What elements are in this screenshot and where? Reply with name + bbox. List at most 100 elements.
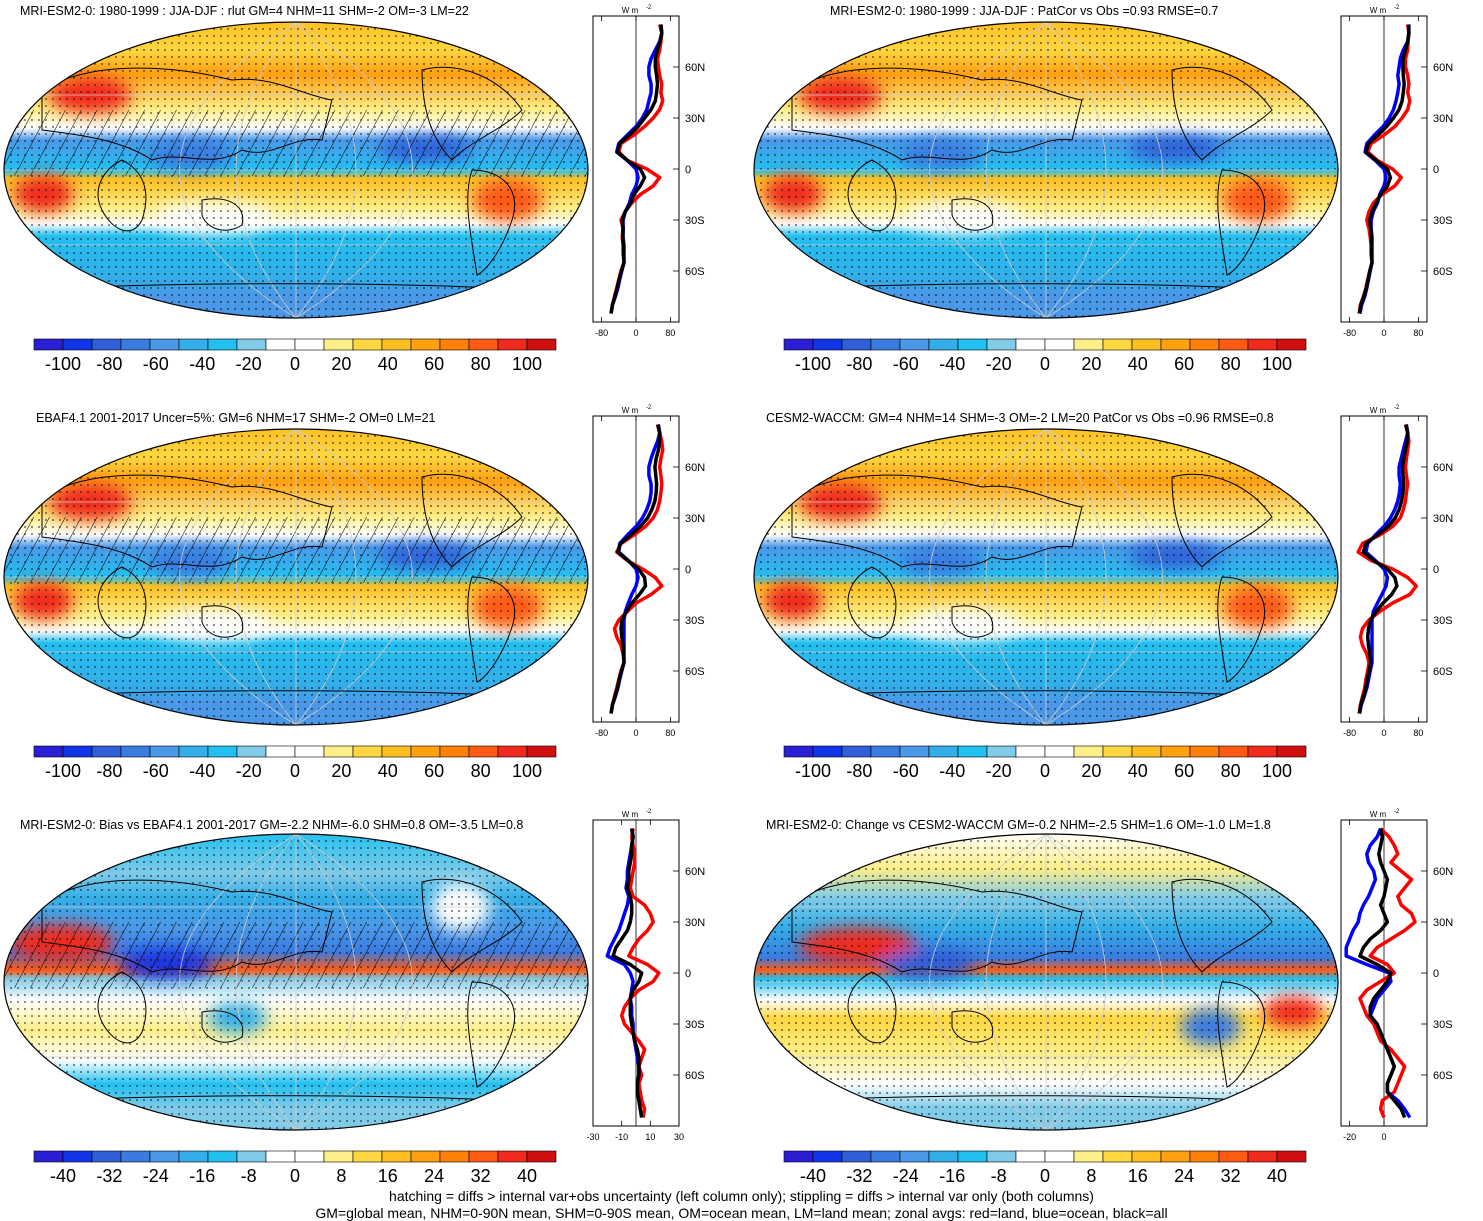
panel-2-zonal-plot: W m -2 60N 30N 0 30S 60S -80 0 80 <box>1340 5 1453 338</box>
zonal-units-superscript: -2 <box>646 5 652 11</box>
colorbar-swatch <box>381 338 412 351</box>
panel-6-title: MRI-ESM2-0: Change vs CESM2-WACCM GM=-0.… <box>766 818 1271 832</box>
zonal-xtick-label: -80 <box>1343 328 1356 338</box>
panel-3-map <box>3 428 589 726</box>
colorbar-label: 40 <box>1128 761 1148 781</box>
colorbar-swatch <box>178 338 209 351</box>
zonal-ytick-label: 0 <box>685 164 691 176</box>
colorbar-label: 40 <box>378 354 398 374</box>
colorbar-swatch <box>323 338 354 351</box>
colorbar-label: -24 <box>143 1166 169 1186</box>
zonal-ytick-label: 30N <box>685 113 705 125</box>
colorbar-label: -80 <box>96 761 122 781</box>
zonal-xtick-label: 0 <box>1381 328 1386 338</box>
colorbar-label: -80 <box>846 354 872 374</box>
zonal-units-label: W m <box>1370 406 1387 415</box>
zonal-ytick-label: 30S <box>1433 215 1453 227</box>
zonal-xtick-label: 80 <box>665 328 675 338</box>
zonal-xtick-label: 80 <box>1413 328 1423 338</box>
zonal-units-label: W m <box>1370 810 1387 819</box>
zonal-series-all <box>609 24 664 314</box>
colorbar-label: 80 <box>471 354 491 374</box>
colorbar-swatch <box>149 745 180 758</box>
panel-4-title: CESM2-WACCM: GM=4 NHM=14 SHM=-3 OM=-2 LM… <box>766 411 1274 425</box>
colorbar-swatch <box>1276 1150 1307 1163</box>
panel-5-zonal-plot: W m -2 60N 30N 0 30S 60S -30 -10 10 30 <box>586 809 705 1142</box>
colorbar-label: 40 <box>1267 1166 1287 1186</box>
colorbar-swatch <box>841 1150 872 1163</box>
colorbar-swatch <box>1073 745 1104 758</box>
panel-2-colorbar: -100 -80 -60 -40 -20 0 20 40 60 80 100 <box>783 338 1307 374</box>
zonal-ytick-label: 60S <box>685 266 705 278</box>
zonal-ytick-label: 60S <box>685 666 705 678</box>
zonal-units-label: W m <box>1370 6 1387 15</box>
colorbar-label: -40 <box>939 354 965 374</box>
colorbar-label: -20 <box>986 761 1012 781</box>
colorbar-swatch <box>1044 338 1075 351</box>
colorbar-swatch <box>1189 745 1220 758</box>
colorbar-swatch <box>439 338 470 351</box>
colorbar-label: 24 <box>424 1166 444 1186</box>
zonal-xtick-label: 10 <box>645 1132 655 1142</box>
zonal-ytick-label: 30S <box>685 1019 705 1031</box>
colorbar-swatch <box>265 338 296 351</box>
colorbar-label: 20 <box>331 761 351 781</box>
panel-4-map <box>753 428 1339 726</box>
colorbar-label: 0 <box>290 761 300 781</box>
zonal-ytick-label: 30S <box>685 215 705 227</box>
colorbar-label: 16 <box>1128 1166 1148 1186</box>
colorbar-swatch <box>870 745 901 758</box>
zonal-units-superscript: -2 <box>1394 5 1400 11</box>
colorbar-swatch <box>1073 1150 1104 1163</box>
panel-2-title: MRI-ESM2-0: 1980-1999 : JJA-DJF : PatCor… <box>830 4 1219 18</box>
colorbar-swatch <box>526 745 557 758</box>
colorbar-swatch <box>1131 745 1162 758</box>
colorbar-swatch <box>91 338 122 351</box>
colorbar-swatch <box>178 745 209 758</box>
colorbar-label: -100 <box>45 761 81 781</box>
colorbar-swatch <box>986 745 1017 758</box>
colorbar-label: -100 <box>795 761 831 781</box>
panel-1-map <box>3 21 589 319</box>
zonal-ytick-label: 30S <box>1433 1019 1453 1031</box>
colorbar-swatch <box>1189 338 1220 351</box>
colorbar-swatch <box>352 745 383 758</box>
panel-3-zonal-plot: W m -2 60N 30N 0 30S 60S -80 0 80 <box>592 405 705 738</box>
colorbar-label: -60 <box>893 354 919 374</box>
colorbar-swatch <box>439 745 470 758</box>
footer-line-1: hatching = diffs > internal var+obs unce… <box>389 1188 1094 1204</box>
zonal-ytick-label: 60S <box>1433 266 1453 278</box>
panel-5-title: MRI-ESM2-0: Bias vs EBAF4.1 2001-2017 GM… <box>20 818 524 832</box>
colorbar-swatch <box>323 1150 354 1163</box>
colorbar-swatch <box>149 338 180 351</box>
colorbar-swatch <box>957 1150 988 1163</box>
zonal-ytick-label: 30N <box>1433 917 1453 929</box>
colorbar-swatch <box>207 745 238 758</box>
colorbar-label: 24 <box>1174 1166 1194 1186</box>
zonal-xtick-label: -80 <box>595 728 608 738</box>
colorbar-label: 16 <box>378 1166 398 1186</box>
zonal-ytick-label: 60S <box>685 1070 705 1082</box>
zonal-ytick-label: 30S <box>1433 615 1453 627</box>
colorbar-swatch <box>841 745 872 758</box>
colorbar-swatch <box>1160 745 1191 758</box>
zonal-ytick-label: 0 <box>1433 164 1439 176</box>
colorbar-swatch <box>207 338 238 351</box>
colorbar-swatch <box>1073 338 1104 351</box>
colorbar-label: -24 <box>893 1166 919 1186</box>
colorbar-label: -20 <box>986 354 1012 374</box>
colorbar-swatch <box>207 1150 238 1163</box>
zonal-xtick-label: -30 <box>586 1132 599 1142</box>
colorbar-swatch <box>294 1150 325 1163</box>
colorbar-swatch <box>812 338 843 351</box>
colorbar-swatch <box>870 1150 901 1163</box>
colorbar-swatch <box>1131 338 1162 351</box>
colorbar-swatch <box>957 745 988 758</box>
colorbar-swatch <box>986 338 1017 351</box>
zonal-series-all <box>609 424 662 714</box>
panel-6-map <box>753 833 1339 1131</box>
colorbar-swatch <box>381 745 412 758</box>
colorbar-swatch <box>497 1150 528 1163</box>
zonal-xtick-label: -20 <box>1343 1132 1356 1142</box>
colorbar-swatch <box>468 745 499 758</box>
